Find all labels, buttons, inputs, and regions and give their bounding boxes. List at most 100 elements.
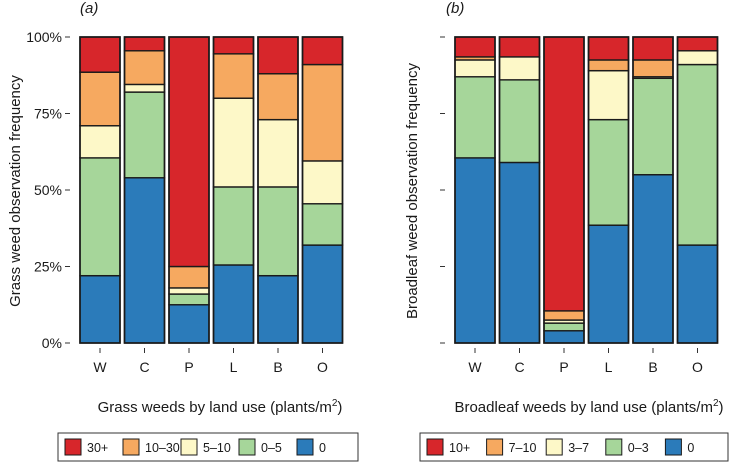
- panel-b-bar-outline-L: [587, 36, 630, 344]
- panel-b-bar-segment-L-1: [587, 118, 630, 226]
- panel-a-bar-segment-L-0: [212, 264, 255, 344]
- panel-b-bar-outline-O: [676, 36, 719, 344]
- panel-b-bar-segment-C-0: [498, 161, 541, 344]
- panel-a-bar-segment-O-0: [301, 244, 344, 344]
- panel-b-bar-segment-P-1: [543, 322, 585, 332]
- panel-b-legend-label: 0: [687, 441, 694, 455]
- panel-b-bar-outline-P: [543, 36, 585, 344]
- panel-a-legend-swatch: [122, 438, 140, 456]
- panel-a-legend-label: 0–5: [261, 441, 282, 455]
- panel-a-bar-segment-O-4: [301, 36, 344, 66]
- panel-b-x-tick-label: L: [605, 359, 613, 375]
- panel-a-bar-outline-W: [79, 36, 121, 344]
- panel-a-bars: [79, 36, 344, 344]
- panel-a-bar-segment-P-4: [168, 36, 210, 268]
- panel-a-y-tick-label: 75%: [34, 106, 62, 122]
- panel-a-bar-outline-B: [257, 36, 299, 344]
- panel-a-bar-segment-L-3: [212, 53, 255, 99]
- panel-a-bar-segment-C-2: [123, 83, 166, 93]
- panel-a-y-tick-label: 50%: [34, 182, 62, 198]
- broadleaf-weeds-panel: (b) Broadleaf weed observation frequency…: [404, 0, 729, 462]
- panel-a-legend-label: 30+: [87, 441, 108, 455]
- panel-b-bar-segment-W-0: [454, 157, 496, 344]
- panel-a-bar-segment-P-0: [168, 304, 210, 344]
- panel-a-bar-outline-L: [212, 36, 255, 344]
- panel-b-bar-segment-O-4: [676, 36, 719, 52]
- panel-b-bar-segment-C-2: [498, 56, 541, 81]
- panel-b-bar-segment-O-0: [676, 244, 719, 344]
- panel-a-bar-segment-B-4: [257, 36, 299, 75]
- panel-a-bar-segment-B-2: [257, 118, 299, 188]
- panel-b-legend-swatch: [605, 438, 623, 456]
- panel-a-bar-segment-L-4: [212, 36, 255, 55]
- panel-b-x-tick-label: P: [559, 359, 568, 375]
- panel-a-bar-segment-P-1: [168, 293, 210, 306]
- panel-a-bar-segment-B-3: [257, 73, 299, 121]
- panel-b-legend-swatch: [664, 438, 682, 456]
- panel-b-y-axis-title: Broadleaf weed observation frequency: [404, 63, 421, 319]
- panel-a-bar-segment-C-0: [123, 177, 166, 344]
- panel-a-legend-swatch: [64, 438, 82, 456]
- panel-a-x-tick-label: B: [273, 359, 282, 375]
- panel-b-bar-segment-B-1: [632, 77, 674, 176]
- panel-a-x-tick-label: P: [184, 359, 193, 375]
- panel-a-letter: (a): [80, 0, 98, 17]
- panel-b-bar-outline-B: [632, 36, 674, 344]
- panel-a-legend-label: 5–10: [203, 441, 231, 455]
- panel-b-x-tick-label: C: [514, 359, 524, 375]
- panel-b-legend-label: 10+: [449, 441, 470, 455]
- panel-a-bar-segment-O-2: [301, 160, 344, 205]
- panel-b-legend-swatch: [545, 438, 563, 456]
- panel-a-y-tick-label: 25%: [34, 259, 62, 275]
- panel-b-bar-segment-L-4: [587, 36, 630, 61]
- panel-b-legend: 10+ 7–10 3–7 0–3 0: [419, 432, 729, 462]
- panel-a-bar-segment-L-1: [212, 186, 255, 266]
- panel-a-bar-segment-O-1: [301, 203, 344, 246]
- panel-a-bar-segment-B-1: [257, 186, 299, 277]
- panel-a-x-axis-title: Grass weeds by land use (plants/m2): [98, 398, 343, 416]
- panel-b-x-tick-label: O: [692, 359, 703, 375]
- panel-a-legend-label: 0: [319, 441, 326, 455]
- panel-a-bar-segment-C-4: [123, 36, 166, 52]
- panel-a-bar-outline-P: [168, 36, 210, 344]
- panel-a-bar-outline-O: [301, 36, 344, 344]
- panel-b-bar-segment-C-1: [498, 79, 541, 164]
- panel-b-x-tick-label: W: [468, 359, 482, 375]
- panel-b-legend-label: 3–7: [568, 441, 589, 455]
- panel-b-bars: [454, 36, 719, 344]
- panel-a-bar-segment-O-3: [301, 63, 344, 162]
- panel-b-x-axis-title: Broadleaf weeds by land use (plants/m2): [454, 398, 723, 416]
- panel-a-bar-segment-W-1: [79, 157, 121, 277]
- panel-a-y-axis: 0% 25% 50% 75% 100%: [26, 29, 70, 351]
- panel-a-x-tick-label: O: [317, 359, 328, 375]
- panel-b-letter: (b): [446, 0, 464, 17]
- panel-a-x-tick-label: C: [139, 359, 149, 375]
- panel-a-bar-segment-C-1: [123, 91, 166, 179]
- panel-b-bar-segment-L-3: [587, 59, 630, 72]
- panel-a-bar-segment-W-3: [79, 71, 121, 127]
- panel-b-x-tick-label: B: [648, 359, 657, 375]
- panel-b-bar-segment-L-0: [587, 224, 630, 344]
- panel-a-bar-segment-P-2: [168, 287, 210, 295]
- panel-b-legend-swatch: [426, 438, 444, 456]
- panel-a-y-tick-label: 0%: [42, 335, 62, 351]
- panel-a-bar-segment-C-3: [123, 50, 166, 86]
- panel-b-bar-segment-C-4: [498, 36, 541, 58]
- panel-a-bar-segment-W-0: [79, 274, 121, 344]
- panel-a-legend: 30+ 10–30 5–10 0–5 0: [57, 432, 359, 462]
- panel-b-y-axis: [440, 36, 445, 344]
- panel-b-bar-segment-B-0: [632, 173, 674, 344]
- panel-a-x-tick-label: W: [93, 359, 107, 375]
- panel-b-bar-segment-P-0: [543, 330, 585, 344]
- panel-a-y-tick-label: 100%: [26, 29, 62, 45]
- panel-b-legend-label: 7–10: [509, 441, 537, 455]
- panel-b-bar-segment-O-2: [676, 50, 719, 66]
- panel-a-legend-swatch: [238, 438, 256, 456]
- panel-b-bar-segment-O-1: [676, 63, 719, 246]
- panel-b-bar-segment-W-2: [454, 59, 496, 78]
- panel-b-legend-swatch: [486, 438, 504, 456]
- panel-b-bar-outline-W: [454, 36, 496, 344]
- panel-a-y-axis-title: Grass weed observation frequency: [7, 75, 24, 307]
- panel-a-legend-label: 10–30: [145, 441, 180, 455]
